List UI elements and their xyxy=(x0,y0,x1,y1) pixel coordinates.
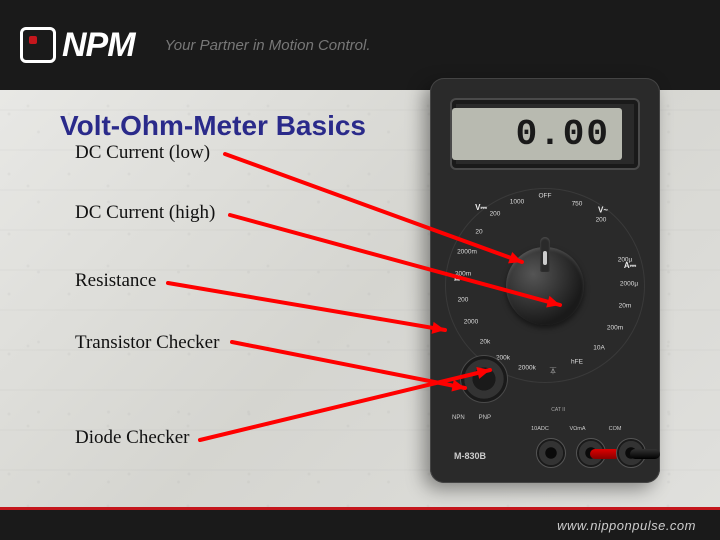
jack-vohm[interactable] xyxy=(576,438,606,468)
lcd-frame: 0.00 xyxy=(450,98,640,170)
dial-position: 10A xyxy=(593,345,605,352)
callout-label: DC Current (low) xyxy=(75,142,210,164)
dial-position: 200µ xyxy=(618,257,633,264)
logo: NPM xyxy=(20,26,135,65)
jack-label-10a: 10ADC xyxy=(522,426,558,433)
dial-position: 1000 xyxy=(510,199,524,206)
dial-position: 200 xyxy=(596,217,607,224)
dial-position: 2000k xyxy=(518,365,536,372)
logo-group: NPM Your Partner in Motion Control. xyxy=(20,26,371,65)
jack-labels: 10ADC VΩmA COM xyxy=(522,426,642,433)
dial-header: V~ xyxy=(598,206,608,215)
header-bar: NPM Your Partner in Motion Control. xyxy=(0,0,720,90)
model-number: M-830B xyxy=(454,451,486,461)
dial-position: 20 xyxy=(475,229,482,236)
dial-position: 200 xyxy=(490,211,501,218)
footer-url: www.nipponpulse.com xyxy=(557,518,696,533)
dial-position: 2000m xyxy=(457,249,477,256)
logo-text: NPM xyxy=(62,26,135,65)
tagline: Your Partner in Motion Control. xyxy=(165,37,371,54)
jack-label-vohm: VΩmA xyxy=(560,426,596,433)
jack-label-com: COM xyxy=(597,426,633,433)
hfe-pnp: PNP xyxy=(479,415,491,421)
dial-area: V⎓V~A⎓ΩOFF1000200202000m200m200200020k20… xyxy=(445,188,645,383)
dial-position: ⏄ xyxy=(550,365,557,375)
dial-position: 20k xyxy=(480,339,490,346)
hfe-npn: NPN xyxy=(452,415,465,421)
dial-position: OFF xyxy=(539,193,552,200)
selector-knob[interactable] xyxy=(506,247,584,325)
dial-position: 750 xyxy=(572,201,583,208)
dial-position: hFE xyxy=(571,359,583,366)
hfe-labels: NPN PNP xyxy=(452,415,491,421)
dial-position: 200 xyxy=(458,297,469,304)
slide-title: Volt-Ohm-Meter Basics xyxy=(60,110,366,142)
hfe-socket[interactable] xyxy=(460,355,508,403)
lcd-display: 0.00 xyxy=(452,108,622,160)
dial-position: 200m xyxy=(455,271,471,278)
callout-label: Resistance xyxy=(75,270,156,292)
jack-10a[interactable] xyxy=(536,438,566,468)
footer-bar: www.nipponpulse.com xyxy=(0,510,720,540)
cat-rating: CAT II xyxy=(551,408,565,414)
multimeter: 0.00 V⎓V~A⎓ΩOFF1000200202000m200m2002000… xyxy=(430,78,660,483)
logo-badge-icon xyxy=(20,27,56,63)
slide-body: Volt-Ohm-Meter Basics DC Current (low) DC… xyxy=(0,90,720,510)
dial-position: 2000 xyxy=(464,319,478,326)
jack-row xyxy=(536,438,646,468)
callout-label: Diode Checker xyxy=(75,427,189,449)
callout-label: Transistor Checker xyxy=(75,332,219,354)
jack-com[interactable] xyxy=(616,438,646,468)
dial-position: 2000µ xyxy=(620,281,638,288)
dial-header: V⎓ xyxy=(475,203,487,213)
dial-position: 200m xyxy=(607,325,623,332)
dial-position: 20m xyxy=(619,303,632,310)
callout-label: DC Current (high) xyxy=(75,202,215,224)
